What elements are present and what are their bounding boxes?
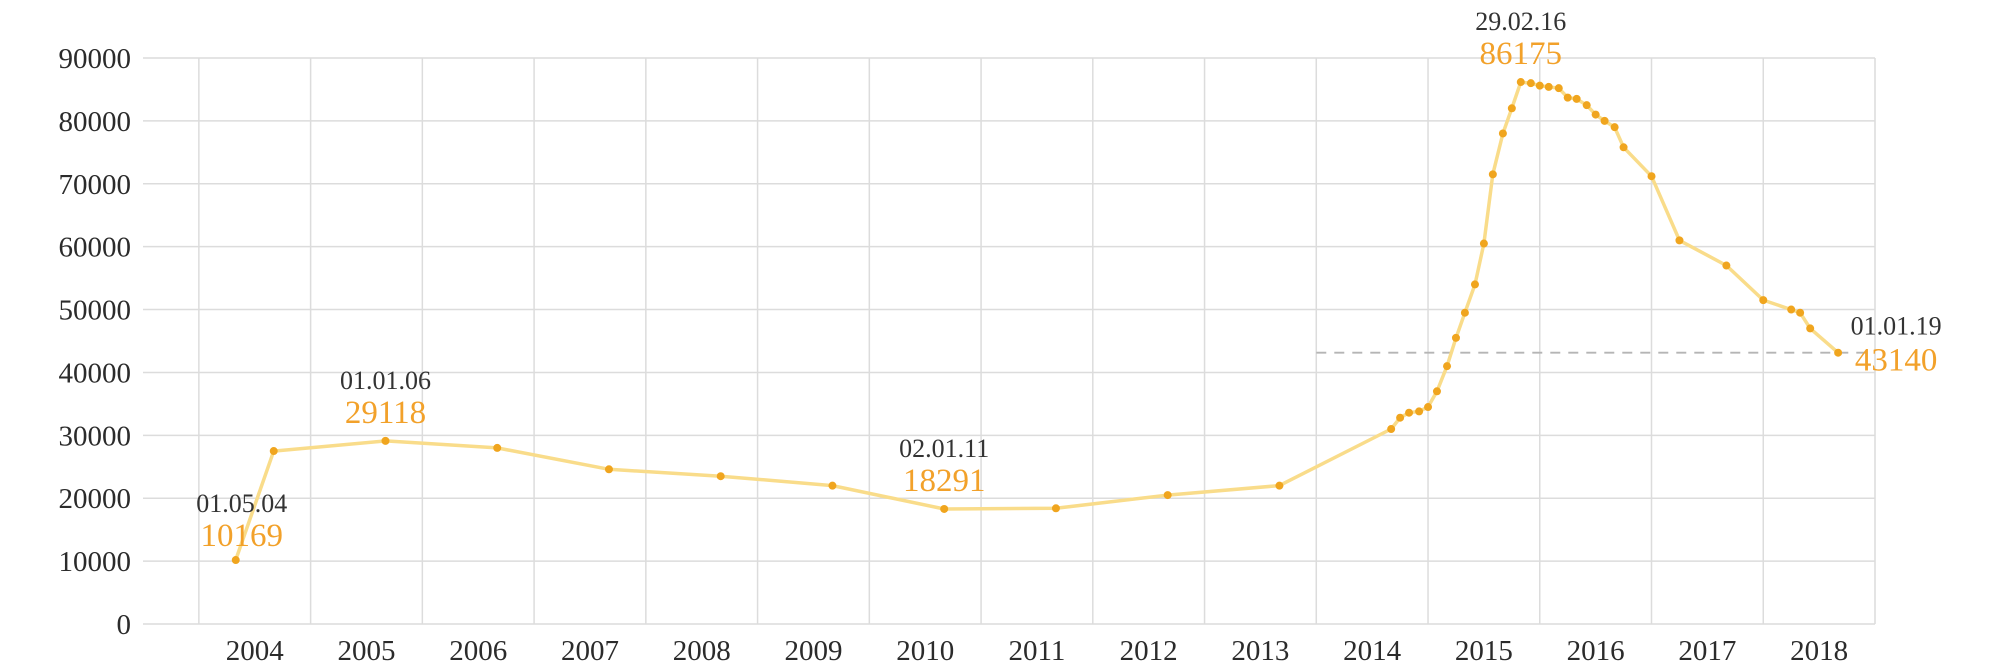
annotation-value: 43140 <box>1855 343 1938 379</box>
data-point <box>1619 143 1628 152</box>
data-point <box>1722 261 1731 270</box>
data-point <box>1387 425 1396 434</box>
data-point <box>1405 408 1414 417</box>
data-point <box>1432 387 1441 396</box>
x-tick-label: 2018 <box>1790 635 1848 665</box>
series-line <box>233 80 1840 562</box>
annotation-date: 01.01.19 <box>1851 312 1942 341</box>
data-point <box>1563 93 1572 102</box>
data-point <box>381 436 390 445</box>
data-point <box>1470 280 1479 289</box>
annotation-value: 18291 <box>903 463 986 499</box>
x-tick-label: 2006 <box>449 635 507 665</box>
data-point <box>1675 236 1684 245</box>
x-tick-label: 2014 <box>1343 635 1402 665</box>
y-tick-label: 0 <box>117 609 132 641</box>
x-tick-label: 2010 <box>896 635 954 665</box>
annotation-date: 01.05.04 <box>196 489 287 518</box>
y-tick-label: 60000 <box>59 232 132 264</box>
data-point <box>493 443 502 452</box>
data-point <box>1051 504 1060 513</box>
data-point <box>1424 403 1433 412</box>
data-point <box>1834 348 1843 357</box>
annotation-value: 10169 <box>200 518 283 554</box>
x-tick-label: 2017 <box>1678 635 1736 665</box>
data-point <box>1647 172 1656 181</box>
data-point <box>1600 116 1609 125</box>
data-point <box>604 465 613 474</box>
annotation-date: 02.01.11 <box>899 434 989 463</box>
data-point <box>1460 308 1469 317</box>
data-point <box>940 504 949 513</box>
x-tick-label: 2011 <box>1008 635 1065 665</box>
x-tick-label: 2004 <box>226 635 285 665</box>
x-tick-label: 2007 <box>561 635 619 665</box>
y-tick-label: 70000 <box>59 169 132 201</box>
y-tick-label: 80000 <box>59 106 132 138</box>
y-tick-label: 40000 <box>59 357 132 389</box>
data-point <box>1610 123 1619 132</box>
data-point-group <box>231 78 1843 565</box>
x-tick-label: 2013 <box>1231 635 1289 665</box>
data-point <box>1163 491 1172 500</box>
y-tick-label: 90000 <box>59 43 132 75</box>
data-point <box>269 447 278 456</box>
annotation-date: 29.02.16 <box>1475 7 1566 36</box>
annotation-value: 86175 <box>1480 36 1563 72</box>
data-point <box>716 472 725 481</box>
series-line-group <box>233 80 1840 562</box>
annotation-date: 01.01.06 <box>340 366 431 395</box>
x-tick-label: 2008 <box>673 635 731 665</box>
y-tick-label: 30000 <box>59 420 132 452</box>
data-point <box>1443 362 1452 371</box>
x-tick-label: 2012 <box>1120 635 1178 665</box>
data-point <box>1516 78 1525 87</box>
x-tick-label: 2016 <box>1567 635 1625 665</box>
y-tick-label: 50000 <box>59 295 132 327</box>
data-point <box>1479 239 1488 248</box>
data-point <box>1526 79 1535 88</box>
data-point <box>1759 296 1768 305</box>
x-tick-label: 2009 <box>784 635 842 665</box>
data-point <box>1806 324 1815 333</box>
x-tick-label: 2005 <box>337 635 395 665</box>
data-point <box>1582 101 1591 110</box>
data-point <box>1498 129 1507 138</box>
axis-labels: 0 10000 20000 30000 40000 50000 60000 70000 8000… <box>59 43 1849 665</box>
data-point <box>1787 305 1796 314</box>
y-tick-label: 10000 <box>59 546 132 578</box>
data-point <box>828 481 837 490</box>
data-point <box>1535 81 1544 90</box>
data-point <box>1451 333 1460 342</box>
data-point <box>1415 407 1424 416</box>
data-point <box>1554 84 1563 93</box>
data-point <box>1275 481 1284 490</box>
y-tick-label: 20000 <box>59 483 132 515</box>
data-point <box>231 556 240 565</box>
data-point <box>1796 308 1805 317</box>
data-point <box>1572 94 1581 103</box>
grid <box>143 57 1876 625</box>
data-point <box>1507 104 1516 113</box>
data-point <box>1488 170 1497 179</box>
data-point <box>1544 82 1553 91</box>
x-tick-label: 2015 <box>1455 635 1513 665</box>
data-point <box>1591 110 1600 119</box>
annotation-value: 29118 <box>345 395 426 431</box>
data-point <box>1396 413 1405 422</box>
